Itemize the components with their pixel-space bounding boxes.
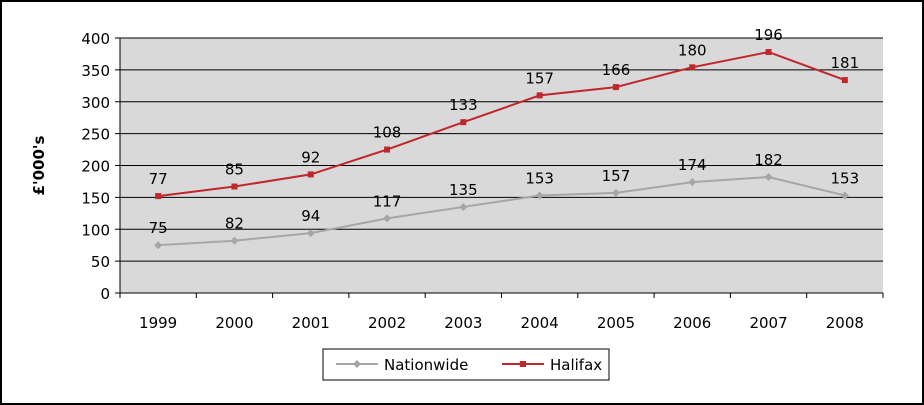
data-point (688, 178, 697, 187)
x-tick-label: 2002 (368, 314, 406, 332)
data-label: 85 (225, 161, 244, 179)
data-point (840, 191, 849, 200)
data-point (155, 193, 162, 200)
data-point (154, 241, 163, 250)
legend-marker (353, 360, 361, 368)
x-tick-label: 2006 (673, 314, 711, 332)
data-point (230, 236, 239, 245)
data-point (384, 146, 391, 153)
x-tick-label: 2004 (521, 314, 559, 332)
x-tick-label: 1999 (139, 314, 177, 332)
data-label: 174 (678, 156, 707, 174)
data-label: 77 (149, 170, 168, 188)
y-tick-label: 100 (81, 221, 110, 239)
x-tick-label: 2000 (215, 314, 253, 332)
data-label: 182 (754, 151, 783, 169)
data-label: 135 (449, 181, 478, 199)
legend-label: Nationwide (384, 356, 468, 374)
data-point (841, 77, 848, 84)
data-point (765, 49, 772, 56)
data-point (231, 183, 238, 190)
x-tick-label: 2008 (826, 314, 864, 332)
data-label: 157 (525, 69, 554, 87)
x-tick-label: 2007 (749, 314, 787, 332)
y-tick-label: 300 (81, 94, 110, 112)
data-label: 108 (373, 124, 402, 142)
data-point (460, 119, 467, 126)
data-point (307, 171, 314, 178)
y-axis-label: £'000's (30, 136, 48, 196)
series-line-halifax (158, 50, 846, 198)
data-point (612, 84, 619, 91)
data-label: 157 (602, 167, 631, 185)
y-tick-label: 150 (81, 189, 110, 207)
y-tick-label: 0 (100, 285, 110, 303)
series-line-nationwide (158, 175, 846, 247)
data-point (383, 214, 392, 223)
y-tick-label: 400 (81, 30, 110, 48)
data-label: 196 (754, 26, 783, 44)
x-tick-label: 2001 (292, 314, 330, 332)
data-label: 166 (602, 61, 631, 79)
data-point (536, 92, 543, 99)
y-tick-label: 200 (81, 158, 110, 176)
data-label: 153 (525, 169, 554, 187)
data-point (306, 229, 315, 238)
legend-label: Halifax (550, 356, 602, 374)
data-point (535, 191, 544, 200)
legend-marker (520, 361, 526, 367)
data-label: 82 (225, 215, 244, 233)
data-label: 180 (678, 41, 707, 59)
data-label: 133 (449, 96, 478, 114)
data-label: 94 (301, 207, 320, 225)
data-label: 117 (373, 192, 402, 210)
x-tick-label: 2005 (597, 314, 635, 332)
data-point (459, 202, 468, 211)
data-point (764, 172, 773, 181)
data-label: 153 (831, 169, 860, 187)
y-tick-label: 250 (81, 126, 110, 144)
y-tick-label: 50 (91, 253, 110, 271)
data-point (689, 64, 696, 71)
x-tick-label: 2003 (444, 314, 482, 332)
data-point (611, 188, 620, 197)
data-label: 75 (149, 219, 168, 237)
data-label: 181 (831, 54, 860, 72)
data-label: 92 (301, 148, 320, 166)
y-tick-label: 350 (81, 62, 110, 80)
